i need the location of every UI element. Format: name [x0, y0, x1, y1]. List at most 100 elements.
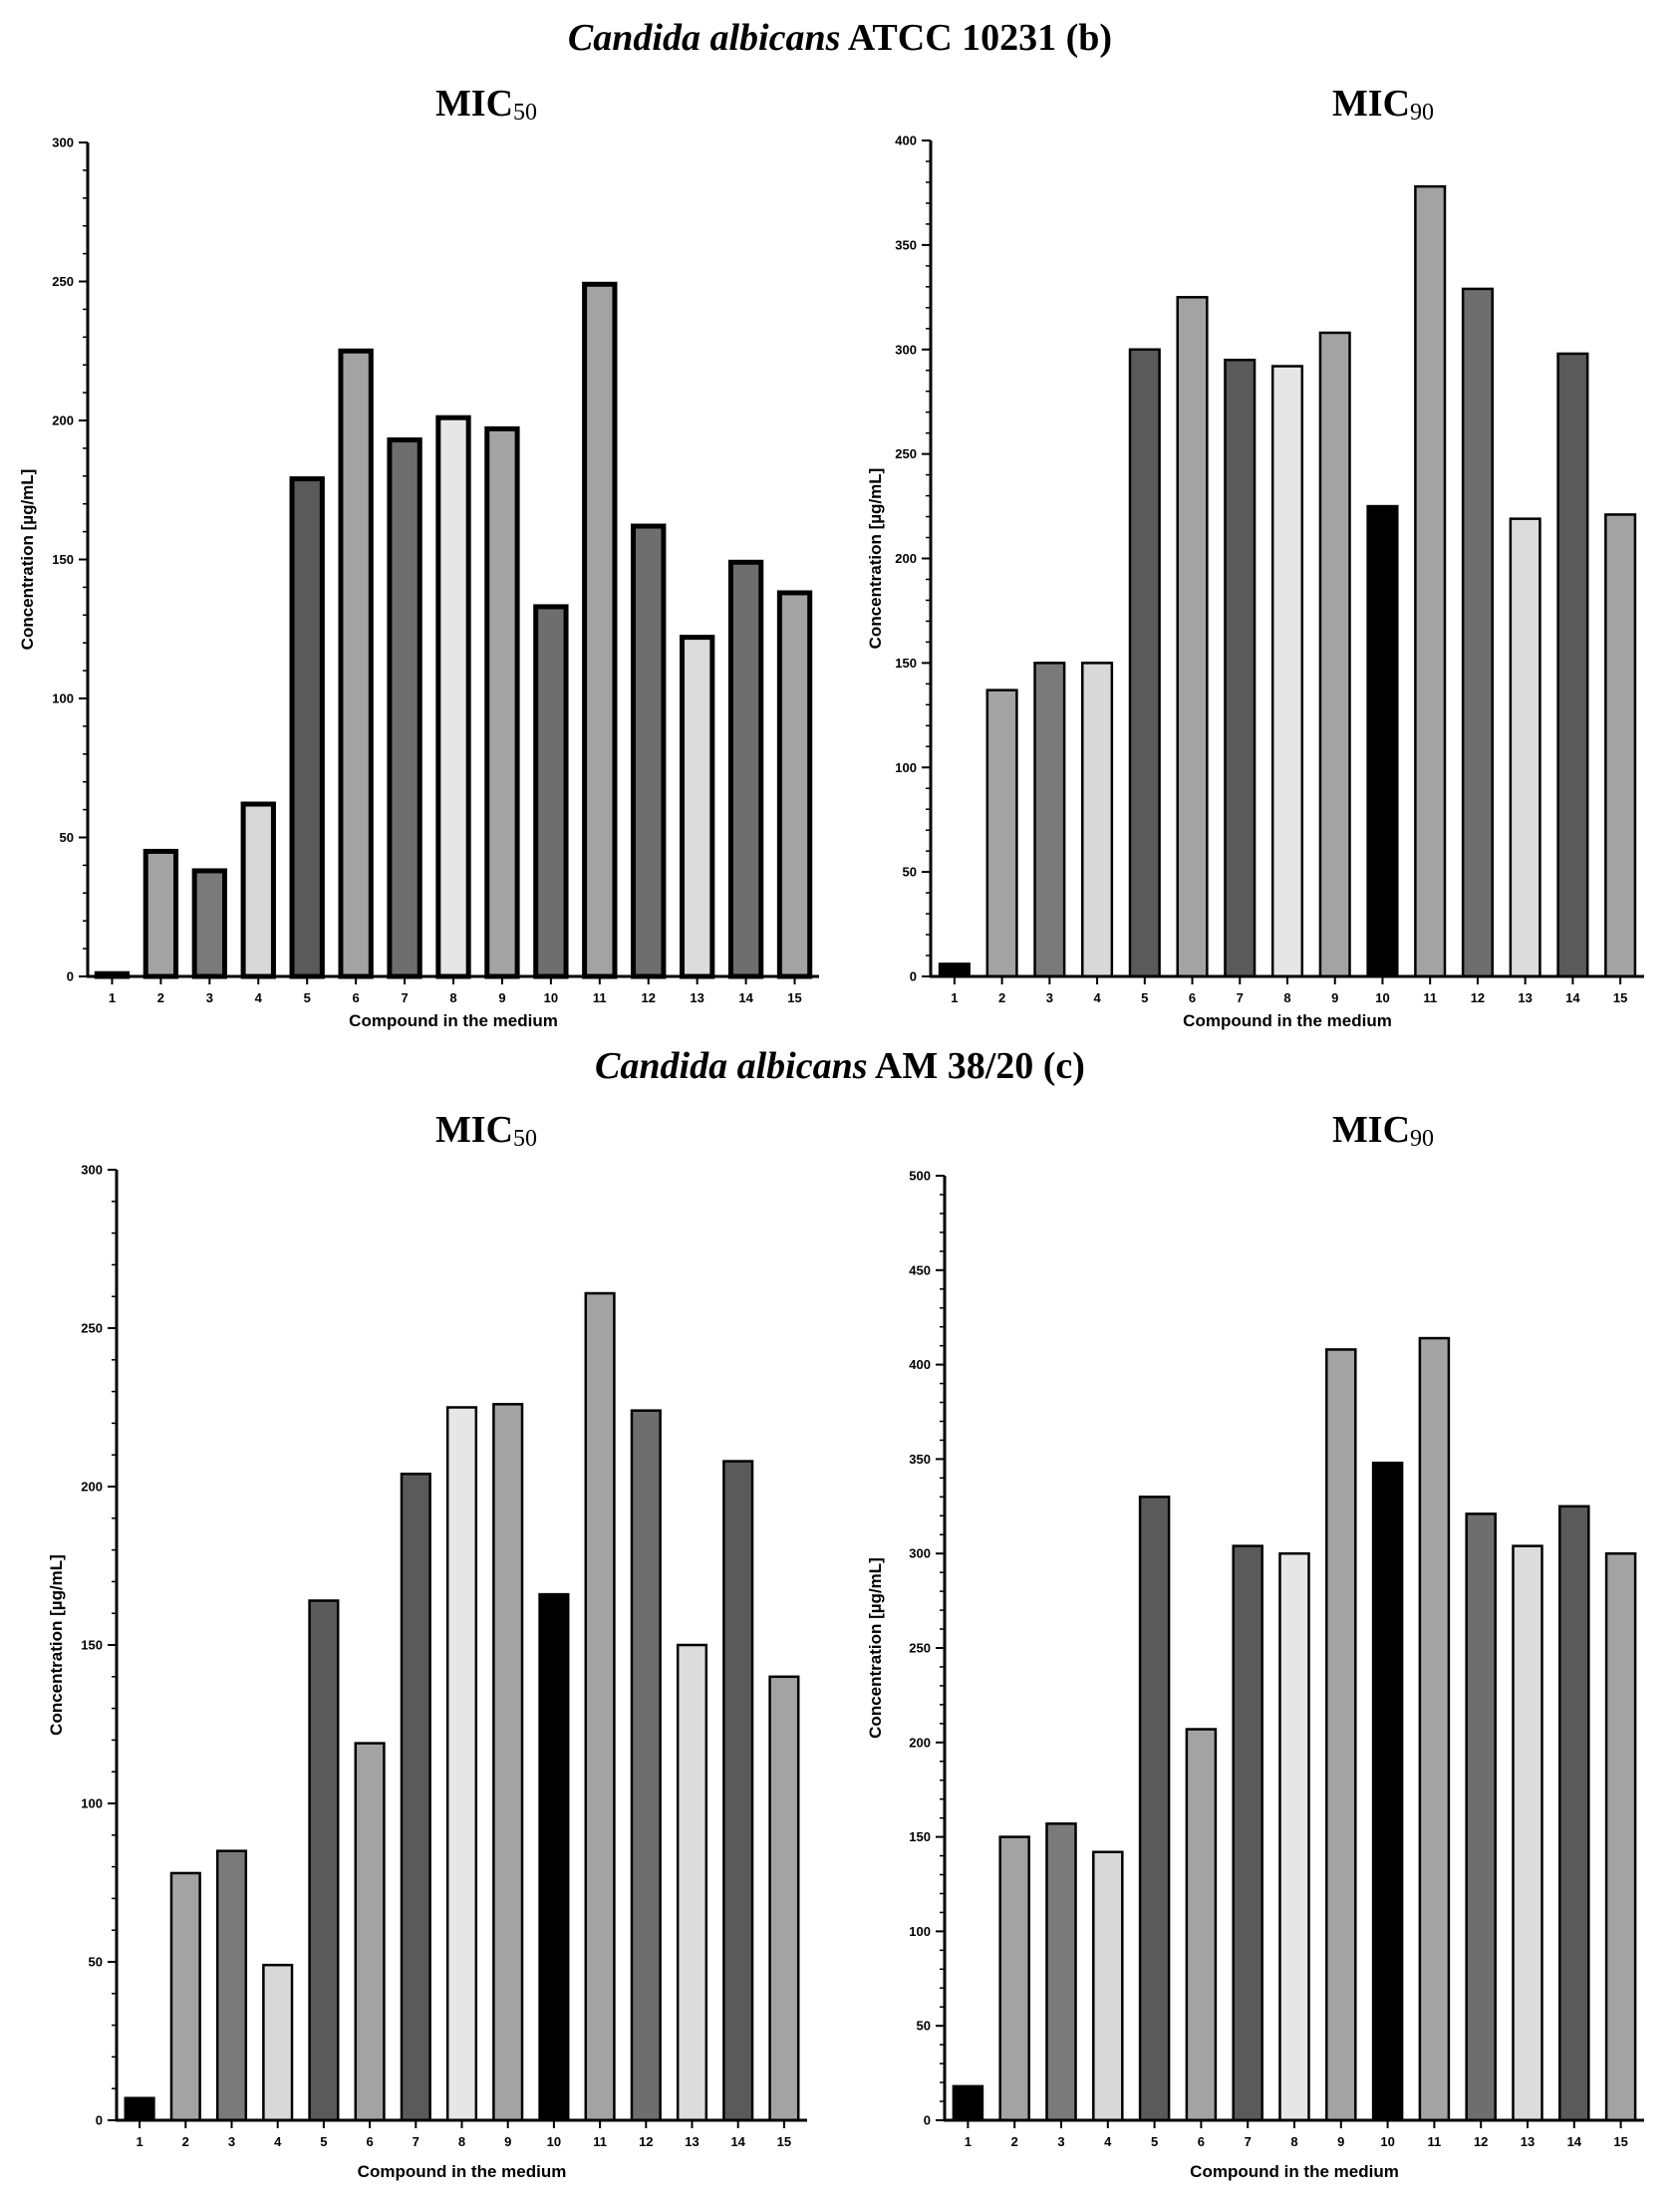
bar-12 — [1465, 1512, 1497, 2122]
bar-11 — [1414, 184, 1447, 978]
bar-15 — [1604, 513, 1637, 978]
bar-6 — [338, 348, 374, 979]
x-tick-label-6: 6 — [366, 2134, 373, 2149]
x-tick-label-9: 9 — [1331, 990, 1338, 1005]
x-tick-label-13: 13 — [1518, 990, 1532, 1005]
x-tick-label-2: 2 — [998, 990, 1005, 1005]
chart-title-sub: 50 — [513, 1126, 537, 1152]
x-tick-label-14: 14 — [730, 2134, 745, 2149]
bar-9 — [484, 425, 520, 979]
bar-10 — [538, 1592, 570, 2122]
bar-10 — [1366, 504, 1399, 978]
bar-9 — [1318, 331, 1351, 978]
bar-14 — [722, 1460, 754, 2122]
bar-7 — [400, 1473, 431, 2122]
bar-4 — [262, 1963, 294, 2122]
x-tick-label-2: 2 — [182, 2134, 189, 2149]
y-tick-label-150: 150 — [895, 656, 917, 671]
y-tick-label-100: 100 — [909, 1924, 931, 1939]
bar-12 — [631, 523, 667, 979]
bar-9 — [1325, 1348, 1357, 2122]
y-tick-label-250: 250 — [909, 1641, 931, 1656]
chart-title-main: MIC — [1332, 1109, 1410, 1151]
x-tick-label-8: 8 — [1283, 990, 1290, 1005]
x-tick-label-10: 10 — [1380, 2134, 1394, 2149]
x-tick-label-4: 4 — [255, 990, 263, 1005]
x-tick-label-6: 6 — [353, 990, 360, 1005]
section-strain: AM 38/20 (c) — [874, 1045, 1085, 1087]
bar-7 — [1224, 358, 1257, 978]
y-tick-label-300: 300 — [909, 1546, 931, 1561]
bar-15 — [768, 1675, 800, 2122]
x-tick-label-7: 7 — [401, 990, 408, 1005]
bar-1 — [938, 962, 971, 978]
x-tick-label-9: 9 — [504, 2134, 511, 2149]
bar-3 — [1045, 1822, 1077, 2122]
bar-4 — [240, 801, 276, 979]
bar-13 — [680, 635, 715, 979]
chart-title-sub: 90 — [1410, 1126, 1434, 1152]
x-tick-label-6: 6 — [1189, 990, 1196, 1005]
bar-4 — [1092, 1850, 1124, 2122]
x-tick-label-8: 8 — [1290, 2134, 1297, 2149]
bar-11 — [1418, 1336, 1451, 2122]
bar-2 — [985, 688, 1018, 978]
bar-5 — [289, 476, 325, 979]
y-tick-label-300: 300 — [52, 136, 74, 150]
x-axis-label: Compound in the medium — [349, 1011, 558, 1030]
bar-10 — [533, 604, 569, 979]
bar-3 — [215, 1849, 248, 2122]
chart-title: MIC50 — [435, 1109, 537, 1152]
y-tick-label-0: 0 — [67, 969, 74, 984]
y-tick-label-350: 350 — [909, 1452, 931, 1467]
bar-8 — [1278, 1551, 1310, 2122]
section-organism: Candida albicans — [567, 17, 841, 59]
x-tick-label-1: 1 — [136, 2134, 142, 2149]
bar-6 — [1185, 1728, 1218, 2122]
y-tick-label-200: 200 — [81, 1480, 103, 1495]
y-tick-label-200: 200 — [909, 1735, 931, 1750]
x-tick-label-13: 13 — [1521, 2134, 1535, 2149]
x-tick-label-11: 11 — [593, 990, 607, 1005]
bar-8 — [1270, 365, 1304, 978]
x-tick-label-15: 15 — [787, 990, 801, 1005]
bar-8 — [435, 414, 471, 979]
bar-13 — [1512, 1544, 1543, 2122]
chart-title-main: MIC — [1332, 83, 1410, 125]
bar-5 — [1128, 348, 1161, 978]
bar-2 — [169, 1871, 201, 2122]
bar-1 — [952, 2084, 984, 2122]
y-tick-label-150: 150 — [909, 1829, 931, 1844]
x-axis-label: Compound in the medium — [1190, 2162, 1399, 2181]
y-tick-label-400: 400 — [895, 134, 917, 148]
y-tick-label-0: 0 — [924, 2113, 931, 2128]
x-tick-label-12: 12 — [641, 990, 655, 1005]
bar-15 — [1604, 1551, 1637, 2122]
x-tick-label-4: 4 — [274, 2134, 282, 2149]
x-tick-label-15: 15 — [1613, 990, 1627, 1005]
y-tick-label-400: 400 — [909, 1357, 931, 1372]
bar-1 — [124, 2096, 155, 2122]
x-tick-label-7: 7 — [413, 2134, 420, 2149]
y-axis-label: Concentration [µg/mL] — [866, 1557, 885, 1739]
bar-4 — [1081, 662, 1114, 978]
y-tick-label-50: 50 — [60, 830, 74, 845]
x-tick-label-12: 12 — [1471, 990, 1485, 1005]
bar-12 — [1461, 287, 1494, 978]
y-tick-label-0: 0 — [910, 969, 917, 984]
y-tick-label-50: 50 — [903, 865, 917, 880]
y-tick-label-50: 50 — [917, 2019, 931, 2034]
bar-10 — [1371, 1461, 1404, 2122]
x-tick-label-6: 6 — [1198, 2134, 1205, 2149]
x-tick-label-1: 1 — [951, 990, 958, 1005]
bar-13 — [1509, 517, 1541, 978]
x-axis-label: Compound in the medium — [1183, 1011, 1392, 1030]
x-tick-label-9: 9 — [498, 990, 505, 1005]
chart-title: MIC90 — [1332, 1109, 1434, 1152]
bar-2 — [998, 1835, 1030, 2122]
bar-13 — [676, 1643, 708, 2122]
y-tick-label-300: 300 — [81, 1163, 103, 1178]
